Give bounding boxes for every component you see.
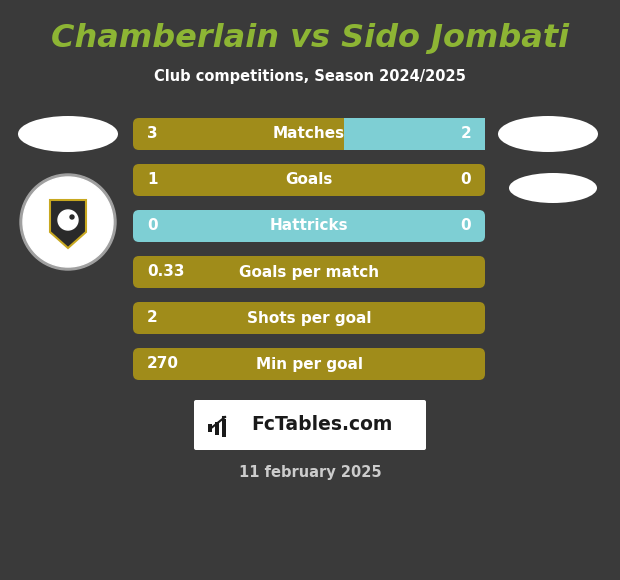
- Text: Matches: Matches: [273, 126, 345, 142]
- Text: Chamberlain vs Sido Jombati: Chamberlain vs Sido Jombati: [51, 23, 569, 53]
- Text: 2: 2: [147, 310, 157, 325]
- Ellipse shape: [509, 173, 597, 203]
- Circle shape: [20, 174, 116, 270]
- Text: Min per goal: Min per goal: [255, 357, 363, 372]
- Circle shape: [58, 210, 78, 230]
- Text: Hattricks: Hattricks: [270, 219, 348, 234]
- Text: Goals per match: Goals per match: [239, 264, 379, 280]
- Text: 0: 0: [147, 219, 157, 234]
- FancyBboxPatch shape: [133, 210, 485, 242]
- FancyBboxPatch shape: [133, 164, 485, 196]
- Text: 270: 270: [147, 357, 179, 372]
- Text: 11 february 2025: 11 february 2025: [239, 465, 381, 480]
- Text: 0: 0: [461, 219, 471, 234]
- Text: 0.33: 0.33: [147, 264, 185, 280]
- Polygon shape: [50, 200, 86, 248]
- FancyBboxPatch shape: [194, 400, 426, 450]
- Text: Club competitions, Season 2024/2025: Club competitions, Season 2024/2025: [154, 68, 466, 84]
- FancyBboxPatch shape: [133, 348, 485, 380]
- Text: 3: 3: [147, 126, 157, 142]
- Text: 1: 1: [147, 172, 157, 187]
- Circle shape: [70, 215, 74, 219]
- FancyBboxPatch shape: [133, 118, 485, 150]
- Text: Shots per goal: Shots per goal: [247, 310, 371, 325]
- Text: Goals: Goals: [285, 172, 333, 187]
- Text: 0: 0: [461, 172, 471, 187]
- Bar: [208, 424, 212, 432]
- Bar: [215, 422, 219, 434]
- Ellipse shape: [18, 116, 118, 152]
- FancyBboxPatch shape: [473, 118, 485, 150]
- FancyBboxPatch shape: [133, 256, 485, 288]
- Ellipse shape: [498, 116, 598, 152]
- Bar: [344, 118, 485, 150]
- Text: FcTables.com: FcTables.com: [251, 415, 392, 434]
- FancyBboxPatch shape: [133, 302, 485, 334]
- Bar: [222, 419, 226, 437]
- Text: 2: 2: [460, 126, 471, 142]
- Circle shape: [23, 177, 113, 267]
